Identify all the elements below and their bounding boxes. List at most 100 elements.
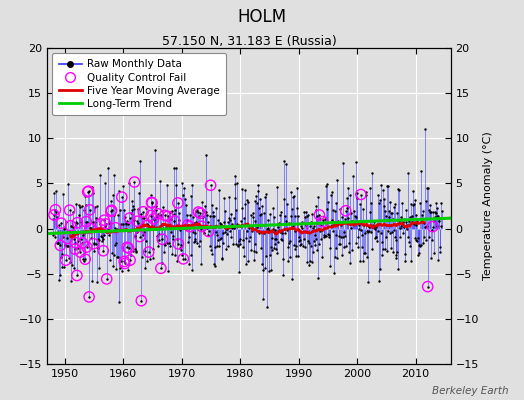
Point <box>117 258 125 264</box>
Point <box>103 226 112 232</box>
Point <box>381 234 390 240</box>
Point <box>392 252 400 258</box>
Point <box>194 209 203 215</box>
Point <box>261 265 269 271</box>
Point <box>350 208 358 214</box>
Point <box>124 221 132 227</box>
Point <box>174 241 182 247</box>
Point <box>420 220 429 226</box>
Point <box>72 219 81 226</box>
Point <box>429 224 437 230</box>
Point <box>345 260 354 266</box>
Point <box>56 242 64 248</box>
Point <box>77 236 85 242</box>
Point <box>155 236 163 243</box>
Point <box>256 211 264 218</box>
Point <box>53 214 62 221</box>
Point <box>263 304 271 310</box>
Point <box>283 227 291 233</box>
Point <box>223 226 231 232</box>
Point <box>370 226 379 232</box>
Point <box>285 220 293 226</box>
Point <box>272 236 281 242</box>
Point <box>366 200 375 206</box>
Point <box>315 212 324 218</box>
Point <box>425 209 434 215</box>
Point <box>143 221 151 228</box>
Point <box>252 192 260 199</box>
Point <box>419 208 428 214</box>
Point <box>348 172 357 179</box>
Point <box>223 231 232 238</box>
Point <box>319 218 327 225</box>
Point <box>239 244 247 250</box>
Point <box>401 250 409 257</box>
Point <box>277 209 285 215</box>
Point <box>140 248 149 254</box>
Point <box>95 237 103 244</box>
Point <box>173 258 181 264</box>
Point <box>217 256 226 262</box>
Point <box>96 172 104 179</box>
Point <box>238 237 247 243</box>
Point <box>359 206 367 212</box>
Point <box>314 275 323 282</box>
Point <box>223 218 232 225</box>
Point <box>71 239 80 246</box>
Point <box>426 202 434 208</box>
Point <box>347 218 356 224</box>
Point <box>172 182 180 188</box>
Point <box>435 218 443 224</box>
Point <box>367 228 375 235</box>
Point <box>231 173 239 180</box>
Point <box>85 207 94 213</box>
Point <box>102 221 110 227</box>
Point <box>151 214 160 221</box>
Point <box>106 257 114 263</box>
Point <box>89 240 97 247</box>
Point <box>227 234 235 240</box>
Point <box>281 212 289 219</box>
Point <box>384 182 392 189</box>
Point <box>267 235 276 242</box>
Point <box>227 220 236 227</box>
Point <box>178 180 186 186</box>
Point <box>114 254 122 260</box>
Point <box>214 217 222 223</box>
Point <box>321 233 329 239</box>
Point <box>278 230 287 236</box>
Point <box>365 208 374 215</box>
Point <box>231 180 239 187</box>
Point <box>365 228 374 234</box>
Point <box>428 227 436 234</box>
Point <box>270 236 279 242</box>
Point <box>137 298 146 304</box>
Point <box>298 225 307 232</box>
Point <box>241 200 249 207</box>
Point <box>416 200 424 207</box>
Point <box>88 184 96 190</box>
Point <box>144 217 152 223</box>
Point <box>325 244 334 251</box>
Point <box>158 260 166 266</box>
Point <box>406 214 414 220</box>
Point <box>84 228 92 235</box>
Point <box>119 207 128 214</box>
Point <box>75 202 83 208</box>
Point <box>436 200 445 206</box>
Point <box>49 232 58 238</box>
Point <box>82 218 90 225</box>
Y-axis label: Temperature Anomaly (°C): Temperature Anomaly (°C) <box>483 132 493 280</box>
Point <box>365 224 373 230</box>
Point <box>234 242 243 249</box>
Point <box>328 189 336 195</box>
Point <box>222 246 231 252</box>
Point <box>133 218 141 224</box>
Point <box>197 226 205 232</box>
Point <box>259 267 267 274</box>
Point <box>61 242 69 248</box>
Point <box>374 228 382 234</box>
Point <box>185 234 193 240</box>
Point <box>418 218 427 225</box>
Point <box>224 242 232 249</box>
